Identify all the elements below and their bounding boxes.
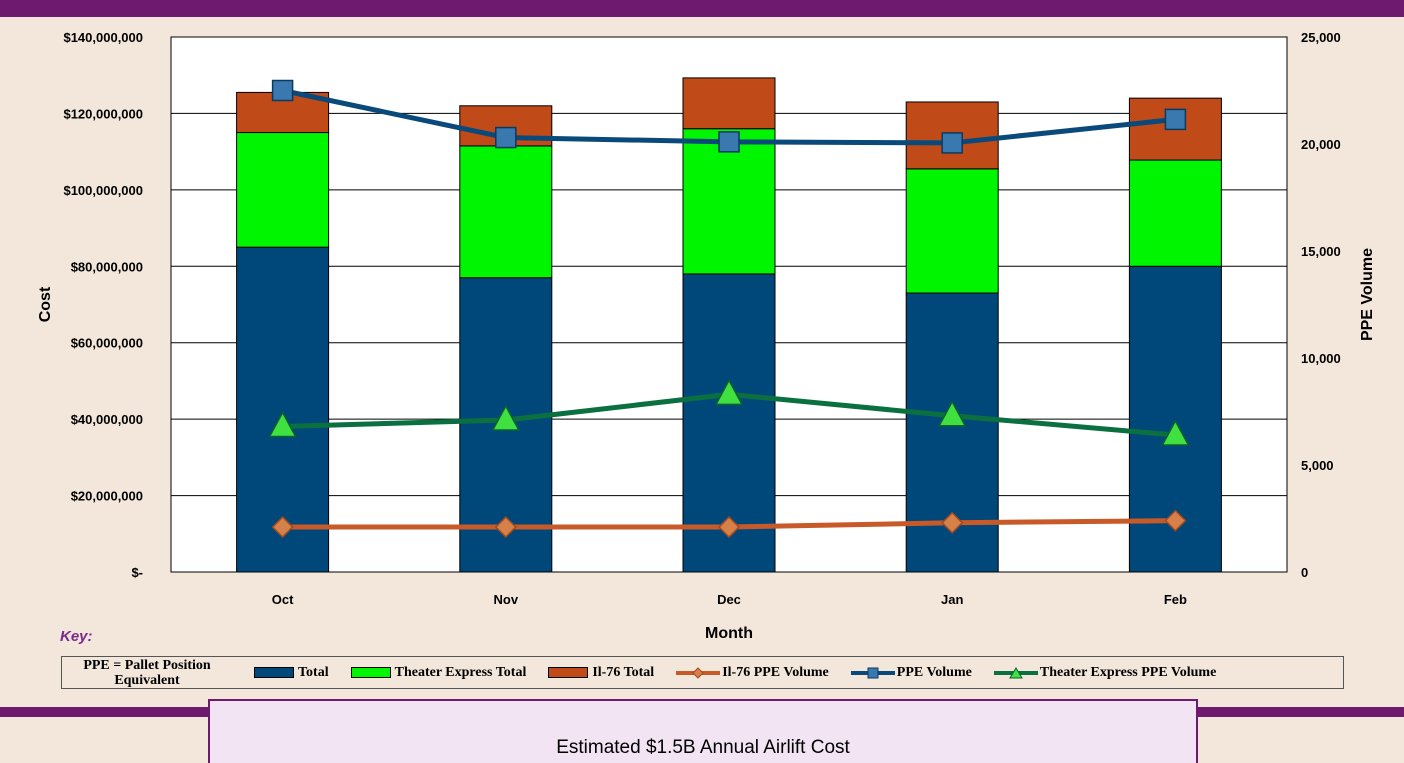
callout-text: Estimated $1.5B Annual Airlift Cost [556, 737, 850, 758]
legend-label-theater-express-total: Theater Express Total [394, 664, 527, 680]
x-tick-label: Jan [941, 592, 963, 607]
y-tick-label: $140,000,000 [63, 30, 143, 45]
y2-tick-label: 5,000 [1301, 458, 1334, 473]
point-theater-express-ppe-volume-nov [491, 404, 521, 431]
y-tick-label: $80,000,000 [71, 259, 143, 274]
point-il-76-ppe-volume-oct [271, 515, 294, 539]
bar-theater-express-total-nov [459, 145, 553, 279]
y2-axis-title: PPE Volume [1359, 248, 1376, 341]
y-tick-label: $60,000,000 [71, 336, 143, 351]
legend-swatch-theater-express-total [350, 667, 391, 678]
legend-swatch-il76-total [548, 667, 589, 678]
y-axis-title: Cost [37, 286, 54, 322]
callout-box: Estimated $1.5B Annual Airlift Cost [208, 699, 1198, 763]
point-ppe-volume-feb [1164, 108, 1187, 131]
legend-item-il76-ppe-volume: Il-76 PPE Volume [676, 665, 829, 681]
legend-line-il76-ppe-volume [676, 666, 721, 679]
legend-item-theater-express-ppe-volume: Theater Express PPE Volume [993, 664, 1217, 681]
point-theater-express-ppe-volume-oct [268, 410, 297, 438]
point-ppe-volume-dec [718, 131, 740, 153]
x-tick-label: Nov [494, 592, 519, 607]
point-il-76-ppe-volume-jan [941, 511, 964, 534]
legend-item-theater-express-total: Theater Express Total [350, 664, 527, 681]
legend-label-theater-express-ppe-volume: Theater Express PPE Volume [1039, 664, 1217, 680]
bar-il-76-total-dec [682, 77, 776, 130]
legend: PPE = Pallet Position Equivalent Total T… [61, 656, 1344, 689]
point-il-76-ppe-volume-dec [717, 515, 741, 539]
ppe-definition-line2: Equivalent [114, 672, 180, 688]
bar-theater-express-total-dec [682, 128, 776, 275]
legend-label-total: Total [298, 664, 329, 680]
legend-item-ppe-volume: PPE Volume [850, 664, 972, 681]
legend-item-total: Total [254, 665, 329, 681]
legend-label-il76-total: Il-76 Total [592, 664, 655, 680]
key-label: Key: [60, 628, 93, 645]
x-axis-title: Month [705, 625, 753, 642]
legend-line-ppe-volume [850, 667, 895, 678]
point-theater-express-ppe-volume-dec [714, 378, 744, 406]
bar-theater-express-total-jan [905, 168, 999, 294]
y-tick-label: $40,000,000 [71, 412, 143, 427]
point-ppe-volume-oct [271, 79, 294, 102]
y2-tick-label: 0 [1301, 565, 1308, 580]
stacked-bar-line-chart: $- $20,000,000 $40,000,000 $60,000,000 $80,0… [37, 30, 1376, 642]
point-ppe-volume-jan [941, 132, 963, 154]
bar-theater-express-total-oct [236, 132, 330, 248]
plot-border [170, 36, 1288, 573]
legend-label-ppe-volume: PPE Volume [896, 664, 972, 680]
y-tick-label: $100,000,000 [63, 183, 143, 198]
x-tick-label: Feb [1164, 592, 1187, 607]
legend-line-theater-express-ppe-volume [993, 666, 1038, 678]
y2-tick-label: 20,000 [1301, 137, 1341, 152]
x-tick-label: Oct [272, 592, 294, 607]
legend-item-il76-total: Il-76 Total [548, 665, 654, 681]
point-il-76-ppe-volume-feb [1164, 509, 1187, 532]
legend-label-il76-ppe-volume: Il-76 PPE Volume [722, 664, 829, 680]
ppe-definition-line1: PPE = Pallet Position [83, 657, 211, 673]
legend-swatch-total [254, 667, 294, 678]
y2-tick-label: 15,000 [1301, 244, 1341, 259]
y-tick-label: $120,000,000 [63, 106, 143, 121]
y2-tick-label: 10,000 [1301, 351, 1341, 366]
x-tick-label: Dec [717, 592, 741, 607]
point-il-76-ppe-volume-nov [494, 515, 517, 539]
top-band [0, 0, 1404, 17]
y-tick-label: $20,000,000 [71, 489, 143, 504]
point-theater-express-ppe-volume-feb [1161, 419, 1190, 446]
y-tick-label: $- [131, 565, 143, 580]
point-theater-express-ppe-volume-jan [937, 400, 967, 427]
point-ppe-volume-nov [495, 126, 517, 149]
y2-tick-label: 25,000 [1301, 30, 1341, 45]
bar-theater-express-total-feb [1128, 159, 1222, 267]
ppe-definition: PPE = Pallet Position Equivalent [62, 658, 232, 688]
